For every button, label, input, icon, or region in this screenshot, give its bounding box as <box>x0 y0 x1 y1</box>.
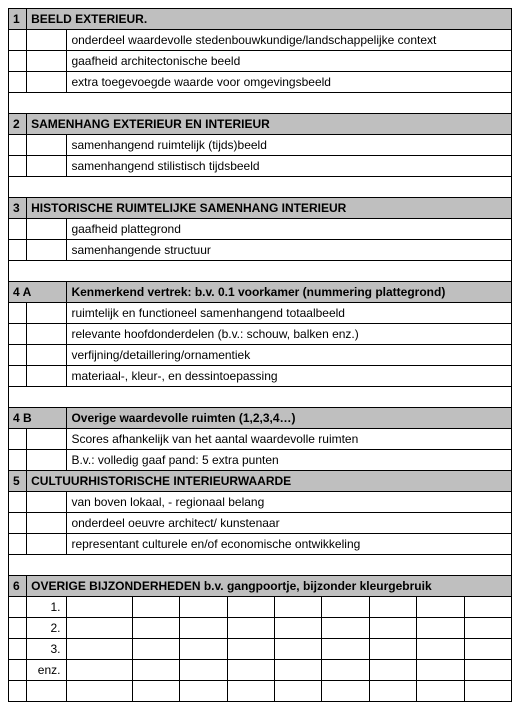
section-4a-text: relevante hoofdonderdelen (b.v.: schouw,… <box>67 324 512 345</box>
section-3-text: samenhangende structuur <box>67 240 512 261</box>
section-5-text: representant culturele en/of economische… <box>67 534 512 555</box>
section-6-row <box>9 681 512 702</box>
section-3-row: gaafheid plattegrond <box>9 219 512 240</box>
section-5-row: representant culturele en/of economische… <box>9 534 512 555</box>
section-1-row: onderdeel waardevolle stedenbouwkundige/… <box>9 30 512 51</box>
section-3-title: HISTORISCHE RUIMTELIJKE SAMENHANG INTERI… <box>27 198 512 219</box>
section-5-row: onderdeel oeuvre architect/ kunstenaar <box>9 513 512 534</box>
section-4b-row: Scores afhankelijk van het aantal waarde… <box>9 429 512 450</box>
spacer-row <box>9 555 512 576</box>
section-2-text: samenhangend ruimtelijk (tijds)beeld <box>67 135 512 156</box>
section-4b-num: 4 B <box>9 408 67 429</box>
section-4b-title: Overige waardevolle ruimten (1,2,3,4…) <box>67 408 512 429</box>
assessment-table: 1 BEELD EXTERIEUR. onderdeel waardevolle… <box>8 8 512 702</box>
spacer-row <box>9 177 512 198</box>
section-1-text: extra toegevoegde waarde voor omgevingsb… <box>67 72 512 93</box>
section-4a-text: verfijning/detaillering/ornamentiek <box>67 345 512 366</box>
section-6-list-num: 3. <box>27 639 67 660</box>
section-6-row: 1. <box>9 597 512 618</box>
section-1-text: onderdeel waardevolle stedenbouwkundige/… <box>67 30 512 51</box>
section-4b-text: B.v.: volledig gaaf pand: 5 extra punten <box>67 450 512 471</box>
section-4a-header: 4 A Kenmerkend vertrek: b.v. 0.1 voorkam… <box>9 282 512 303</box>
section-2-text: samenhangend stilistisch tijdsbeeld <box>67 156 512 177</box>
section-3-header: 3 HISTORISCHE RUIMTELIJKE SAMENHANG INTE… <box>9 198 512 219</box>
section-3-text: gaafheid plattegrond <box>67 219 512 240</box>
section-4a-row: verfijning/detaillering/ornamentiek <box>9 345 512 366</box>
section-5-num: 5 <box>9 471 27 492</box>
section-1-row: extra toegevoegde waarde voor omgevingsb… <box>9 72 512 93</box>
section-1-text: gaafheid architectonische beeld <box>67 51 512 72</box>
section-6-title: OVERIGE BIJZONDERHEDEN b.v. gangpoortje,… <box>27 576 512 597</box>
section-4a-row: ruimtelijk en functioneel samenhangend t… <box>9 303 512 324</box>
section-2-row: samenhangend stilistisch tijdsbeeld <box>9 156 512 177</box>
section-2-header: 2 SAMENHANG EXTERIEUR EN INTERIEUR <box>9 114 512 135</box>
section-2-num: 2 <box>9 114 27 135</box>
section-6-list-num: 2. <box>27 618 67 639</box>
section-3-num: 3 <box>9 198 27 219</box>
section-6-row: 2. <box>9 618 512 639</box>
section-6-header: 6 OVERIGE BIJZONDERHEDEN b.v. gangpoortj… <box>9 576 512 597</box>
section-2-title: SAMENHANG EXTERIEUR EN INTERIEUR <box>27 114 512 135</box>
section-4b-header: 4 B Overige waardevolle ruimten (1,2,3,4… <box>9 408 512 429</box>
section-1-header: 1 BEELD EXTERIEUR. <box>9 9 512 30</box>
section-4b-row: B.v.: volledig gaaf pand: 5 extra punten <box>9 450 512 471</box>
section-5-row: van boven lokaal, - regionaal belang <box>9 492 512 513</box>
section-5-text: van boven lokaal, - regionaal belang <box>67 492 512 513</box>
section-4a-num: 4 A <box>9 282 67 303</box>
section-1-row: gaafheid architectonische beeld <box>9 51 512 72</box>
section-4a-row: relevante hoofdonderdelen (b.v.: schouw,… <box>9 324 512 345</box>
section-4a-row: materiaal-, kleur-, en dessintoepassing <box>9 366 512 387</box>
section-4a-text: materiaal-, kleur-, en dessintoepassing <box>67 366 512 387</box>
section-1-num: 1 <box>9 9 27 30</box>
section-4a-title: Kenmerkend vertrek: b.v. 0.1 voorkamer (… <box>67 282 512 303</box>
section-6-row: 3. <box>9 639 512 660</box>
section-4a-text: ruimtelijk en functioneel samenhangend t… <box>67 303 512 324</box>
section-2-row: samenhangend ruimtelijk (tijds)beeld <box>9 135 512 156</box>
section-6-row: enz. <box>9 660 512 681</box>
section-6-list-num: 1. <box>27 597 67 618</box>
section-6-list-enz: enz. <box>27 660 67 681</box>
spacer-row <box>9 93 512 114</box>
section-6-num: 6 <box>9 576 27 597</box>
section-5-header: 5 CULTUURHISTORISCHE INTERIEURWAARDE <box>9 471 512 492</box>
section-5-text: onderdeel oeuvre architect/ kunstenaar <box>67 513 512 534</box>
section-1-title: BEELD EXTERIEUR. <box>27 9 512 30</box>
section-5-title: CULTUURHISTORISCHE INTERIEURWAARDE <box>27 471 512 492</box>
spacer-row <box>9 261 512 282</box>
spacer-row <box>9 387 512 408</box>
section-3-row: samenhangende structuur <box>9 240 512 261</box>
section-4b-text: Scores afhankelijk van het aantal waarde… <box>67 429 512 450</box>
